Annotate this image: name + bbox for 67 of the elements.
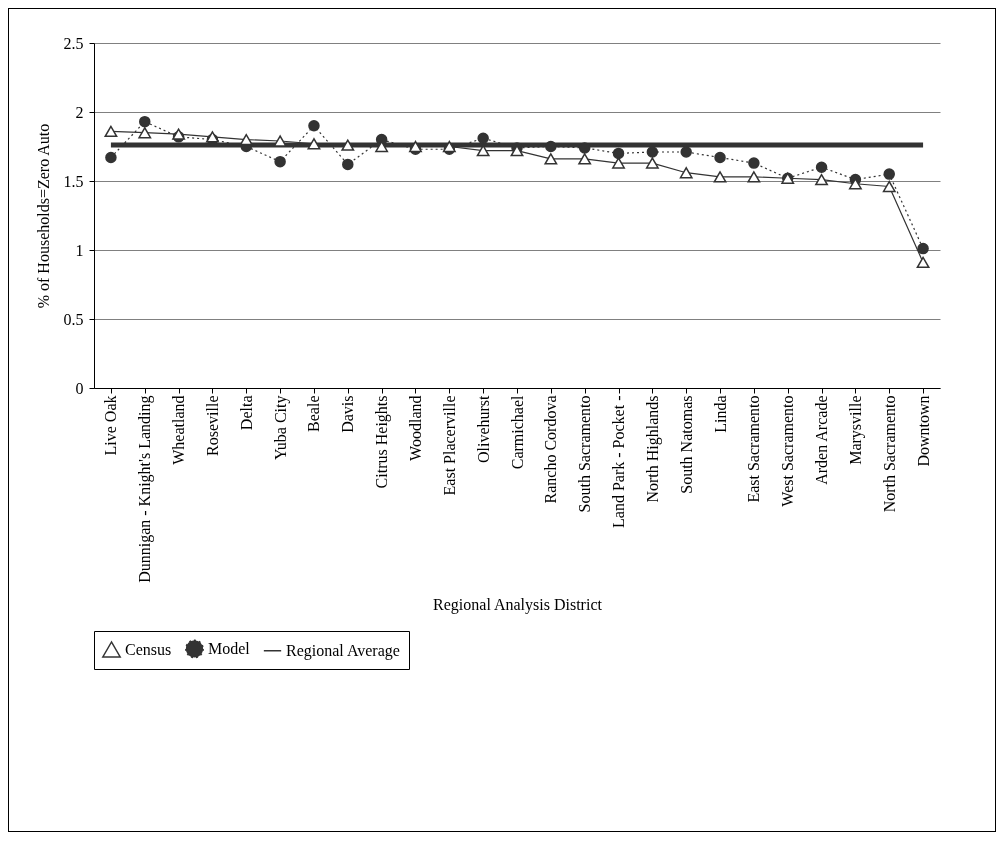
x-tick-label: Downtown <box>914 395 932 467</box>
point <box>545 140 557 153</box>
x-tick-label: North Sacramento <box>880 395 898 513</box>
point <box>342 158 354 171</box>
x-tick-label: East Sacramento <box>745 395 763 503</box>
point <box>105 151 117 164</box>
x-tick-label: West Sacramento <box>779 395 797 507</box>
x-tick-label: South Natomas <box>677 395 695 494</box>
point <box>239 133 253 146</box>
x-tick-label: Rancho Cordova <box>542 395 560 504</box>
y-tick-label: 0.5 <box>63 310 84 328</box>
point <box>883 168 895 180</box>
x-tick-label: Marysville <box>846 395 865 465</box>
x-tick-label: Citrus Heights <box>373 395 392 489</box>
point <box>748 157 760 169</box>
x-tick-label: Dunnigan - Knight's Landing <box>136 395 155 583</box>
point <box>815 161 828 173</box>
point <box>104 125 118 138</box>
y-tick-label: 2 <box>75 103 84 121</box>
point <box>612 147 625 160</box>
point <box>308 120 320 132</box>
point <box>815 173 829 186</box>
x-tick-label: Roseville <box>203 395 221 456</box>
x-tick-label: Olivehurst <box>474 394 492 464</box>
point <box>916 256 930 269</box>
point <box>680 146 692 158</box>
point <box>747 171 761 183</box>
point <box>341 139 355 151</box>
y-tick-label: 1 <box>75 241 84 259</box>
y-tick-label: 2.5 <box>63 34 84 52</box>
x-tick-label: Beale <box>305 395 323 432</box>
x-tick-label: Carmichael <box>508 394 526 470</box>
x-tick-label: Land Park - Pocket - <box>610 395 628 528</box>
y-tick-label: 0 <box>75 379 84 397</box>
legend-label: Census <box>125 640 172 658</box>
x-tick-label: South Sacramento <box>576 395 594 513</box>
x-tick-label: Yuba City <box>271 395 290 460</box>
point <box>477 132 489 144</box>
point <box>274 155 286 168</box>
point <box>645 157 659 169</box>
point <box>646 146 659 158</box>
point <box>578 142 591 154</box>
point <box>917 242 929 255</box>
x-tick-label: Davis <box>339 395 357 433</box>
legend-label: Regional Average <box>286 641 400 660</box>
x-tick-label: Delta <box>237 395 255 431</box>
point <box>578 153 592 165</box>
point <box>848 178 862 190</box>
point <box>138 127 152 139</box>
y-axis-title: % of Households=Zero Auto <box>34 123 52 309</box>
legend-label: Model <box>208 639 251 657</box>
point <box>139 115 151 128</box>
x-tick-label: East Placerville <box>440 395 458 496</box>
x-tick-label: Woodland <box>406 395 424 461</box>
point <box>713 171 727 183</box>
point <box>679 167 693 179</box>
x-tick-label: Live Oak <box>102 395 120 456</box>
point <box>273 135 287 147</box>
point <box>882 180 896 193</box>
y-tick-label: 1.5 <box>63 172 84 190</box>
point <box>714 151 726 164</box>
x-axis-title: Regional Analysis District <box>433 595 603 614</box>
x-tick-label: North Highlands <box>643 395 662 503</box>
x-tick-label: Linda <box>711 395 729 433</box>
x-tick-label: Arden Arcade <box>813 395 831 485</box>
x-tick-label: Wheatland <box>170 395 188 465</box>
point <box>544 153 558 165</box>
